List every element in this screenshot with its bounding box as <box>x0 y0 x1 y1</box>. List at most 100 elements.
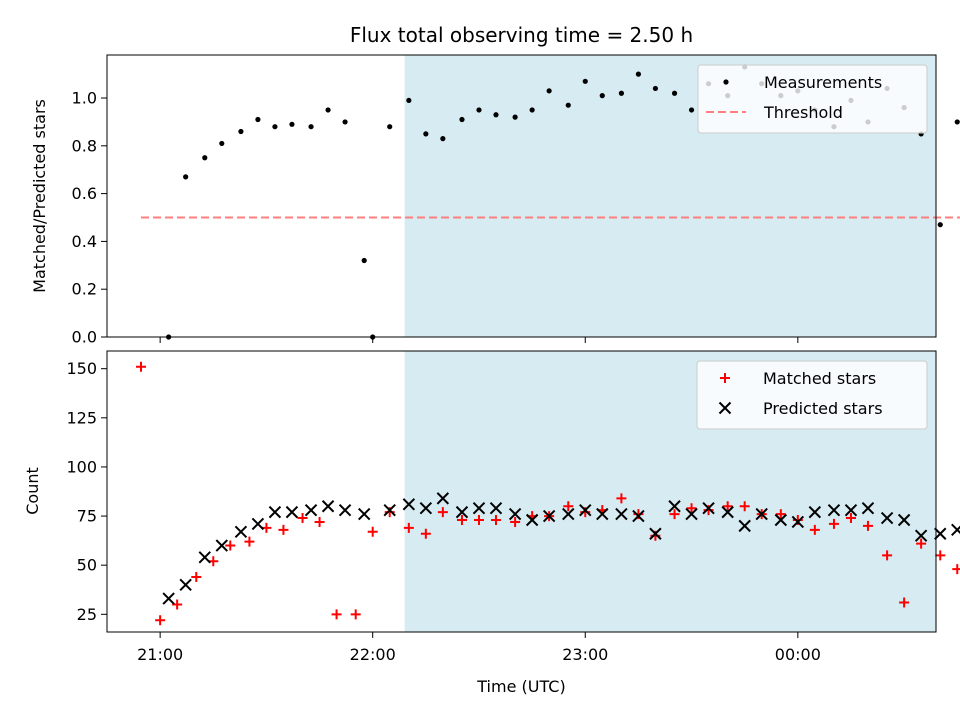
bottom-panel: 25 50 75 100 125 150 Count Matched stars Predi… <box>23 350 960 696</box>
y-tick-label: 0.4 <box>72 232 97 251</box>
matched-star-point <box>384 507 395 518</box>
predicted-star-point <box>951 523 960 537</box>
matched-star-point <box>563 501 574 512</box>
predicted-star-point <box>934 527 947 540</box>
measurement-point <box>387 124 393 130</box>
predicted-star-point <box>615 507 628 521</box>
matched-star-point <box>899 597 910 608</box>
measurement-point <box>476 107 482 113</box>
predicted-star-point <box>402 498 416 511</box>
matched-star-point <box>722 501 733 512</box>
measurement-point <box>635 71 642 77</box>
matched-star-point <box>136 361 147 372</box>
predicted-star-point <box>880 511 894 525</box>
predicted-star-point <box>632 509 645 523</box>
measurement-point <box>219 140 225 147</box>
matched-star-point <box>297 513 308 524</box>
legend-label: Predicted stars <box>763 399 883 418</box>
matched-star-point <box>367 526 378 537</box>
predicted-star-point <box>304 503 318 517</box>
legend-label: Threshold <box>763 103 843 122</box>
matched-star-point <box>331 609 342 620</box>
top-legend: Measurements Threshold <box>697 64 928 134</box>
legend-marker-x <box>718 401 732 415</box>
matched-star-point <box>952 564 960 575</box>
predicted-star-point <box>162 592 175 605</box>
top-ticks: 0.0 0.2 0.4 0.6 0.8 1.0 <box>72 89 799 347</box>
measurement-point <box>546 88 552 94</box>
measurement-point <box>183 174 189 180</box>
matched-star-point <box>686 503 697 514</box>
measurement-point <box>440 136 446 142</box>
measurement-point <box>937 222 943 228</box>
y-tick-label: 25 <box>77 605 97 624</box>
matched-star-point <box>456 514 467 525</box>
matched-star-point <box>225 540 236 551</box>
chart-title: Flux total observing time = 2.50 h <box>350 23 693 47</box>
measurement-point <box>529 107 535 113</box>
measurement-point <box>493 112 499 118</box>
y-tick-label: 75 <box>77 507 97 526</box>
predicted-star-point <box>702 501 715 515</box>
matched-star-point <box>420 528 431 539</box>
matched-star-point <box>314 516 325 527</box>
measurement-point <box>202 155 208 161</box>
predicted-star-point <box>685 507 698 521</box>
y-tick-label: 100 <box>66 457 97 476</box>
predicted-star-point <box>861 501 875 515</box>
matched-star-point <box>350 609 361 620</box>
matched-star-point <box>437 507 448 518</box>
predicted-star-point <box>198 551 211 564</box>
predicted-star-point <box>508 507 522 521</box>
predicted-star-point <box>357 507 371 521</box>
x-tick-label: 00:00 <box>775 645 821 664</box>
predicted-star-point <box>338 503 352 517</box>
matched-star-point <box>191 571 202 582</box>
predicted-star-point <box>268 505 282 519</box>
measurement-point <box>255 116 261 123</box>
measurement-point <box>342 119 348 125</box>
y-tick-label: 1.0 <box>72 89 97 108</box>
x-tick-label: 21:00 <box>137 645 183 664</box>
y-tick-label: 0.0 <box>72 328 97 347</box>
matched-star-point <box>916 538 927 549</box>
predicted-star-point <box>668 500 681 513</box>
predicted-star-point <box>285 505 299 519</box>
measurement-point <box>582 78 588 84</box>
predicted-star-point <box>562 507 575 521</box>
measurement-point <box>618 90 625 96</box>
matched-star-point <box>510 516 521 527</box>
predicted-star-point <box>525 513 539 527</box>
matched-star-point <box>155 615 166 626</box>
matched-star-point <box>828 518 839 529</box>
measurement-point <box>325 107 331 113</box>
matched-star-point <box>669 509 680 520</box>
matched-star-point <box>739 501 750 512</box>
predicted-star-point <box>721 505 734 519</box>
legend-marker-dot <box>723 79 729 85</box>
y-tick-label: 50 <box>77 556 97 575</box>
measurement-point <box>289 121 295 127</box>
predicted-star-point <box>897 513 911 527</box>
predicted-star-point <box>596 507 609 521</box>
matched-star-point <box>882 550 893 561</box>
predicted-star-point <box>542 509 556 523</box>
predicted-star-point <box>251 517 265 531</box>
legend-frame <box>697 64 928 134</box>
y-tick-label: 0.8 <box>72 136 97 155</box>
y-tick-label: 125 <box>66 408 97 427</box>
y-tick-label: 0.2 <box>72 280 97 299</box>
legend-label: Matched stars <box>763 369 876 388</box>
measurement-point <box>272 124 278 130</box>
measurement-point <box>423 131 429 137</box>
measurement-point <box>459 116 465 123</box>
predicted-star-point <box>179 578 192 592</box>
matched-star-point <box>809 524 820 535</box>
predicted-star-point <box>489 501 503 515</box>
predicted-star-point <box>774 513 788 527</box>
matched-star-point <box>403 522 414 533</box>
measurement-point <box>406 97 412 104</box>
measurement-point <box>565 102 571 108</box>
